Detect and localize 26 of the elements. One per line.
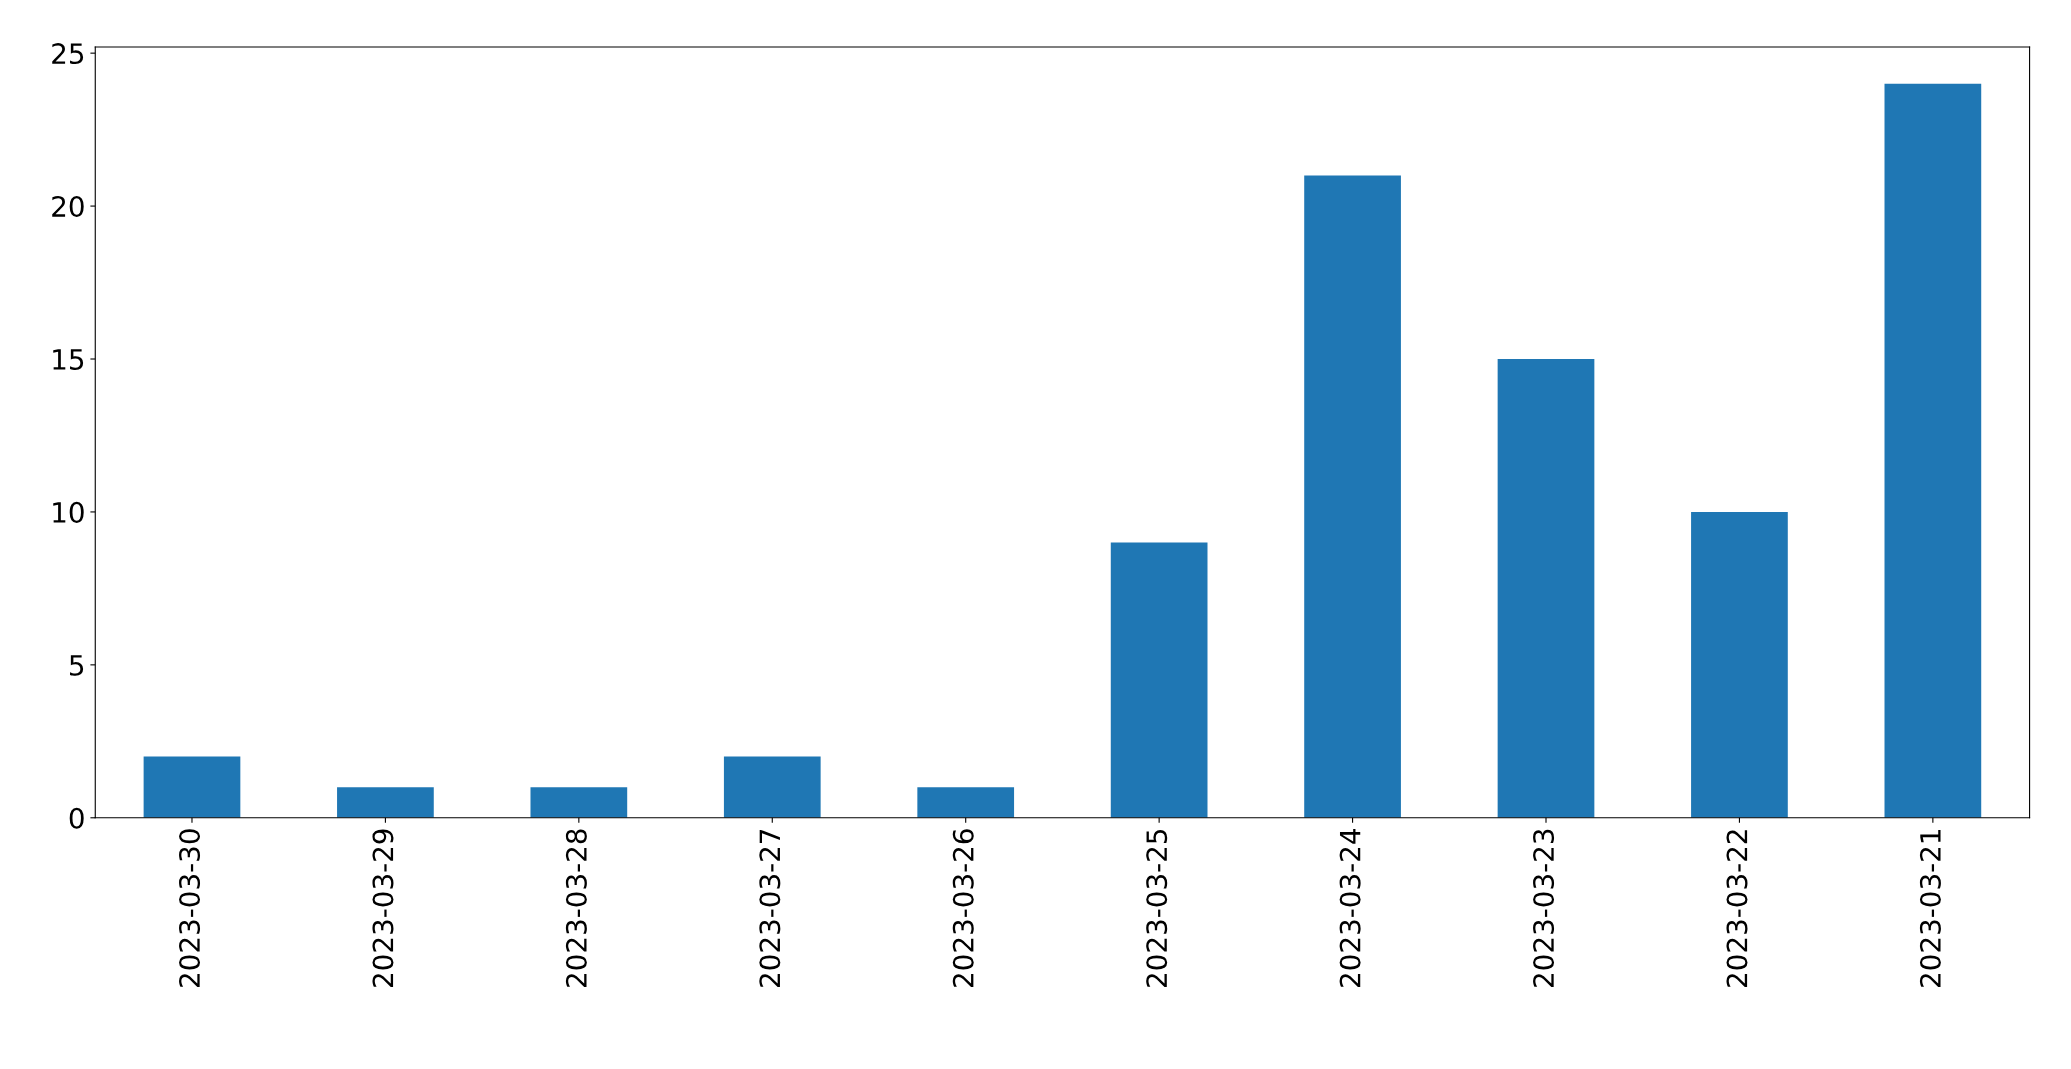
bar (143, 756, 241, 818)
bar (337, 787, 434, 818)
bar (1691, 511, 1788, 818)
bar (1884, 83, 1982, 818)
y-tick-label: 25 (52, 43, 84, 65)
y-tick-label: 5 (70, 655, 84, 676)
x-tick-label: 2023-03-27 (759, 829, 781, 987)
x-tick-label: 2023-03-23 (1533, 829, 1555, 987)
x-tick-label: 2023-03-22 (1726, 830, 1748, 987)
bar (1304, 175, 1401, 818)
x-tick-label: 2023-03-24 (1339, 829, 1361, 987)
x-tick-label: 2023-03-26 (952, 829, 974, 987)
x-tick-label: 2023-03-29 (372, 829, 394, 987)
y-tick-label: 0 (69, 807, 84, 829)
bar (530, 787, 628, 818)
bar (723, 756, 821, 818)
y-tick-label: 15 (53, 349, 84, 370)
y-tick-label: 10 (53, 501, 84, 523)
x-tick-label: 2023-03-30 (179, 829, 201, 987)
bar (1497, 359, 1595, 818)
y-tick-label: 20 (52, 196, 84, 218)
x-tick-label: 2023-03-28 (565, 829, 587, 987)
bar (917, 787, 1015, 818)
x-tick-label: 2023-03-25 (1146, 829, 1168, 987)
bar (1110, 542, 1208, 818)
x-tick-label: 2023-03-21 (1919, 830, 1941, 987)
